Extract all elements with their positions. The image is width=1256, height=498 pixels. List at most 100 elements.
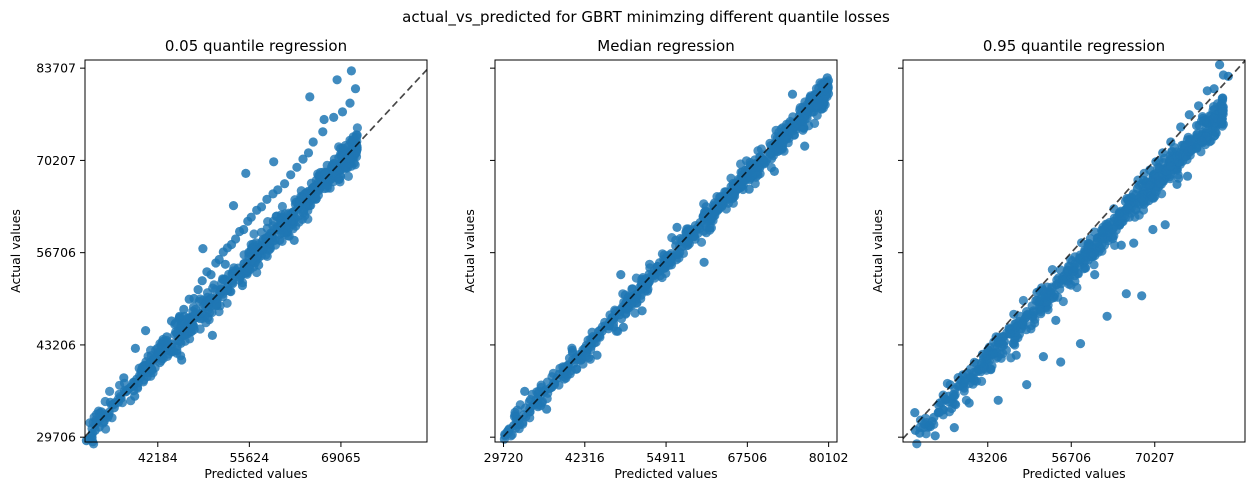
scatter-point [1126,192,1136,202]
scatter-point [162,332,172,342]
scatter-point [1092,237,1102,247]
scatter-point [224,269,234,279]
scatter-point [351,147,361,157]
scatter-point [938,405,948,415]
scatter-point [969,357,980,367]
scatter-point [220,259,230,269]
scatter-point [611,326,621,336]
scatter-point [119,373,129,383]
x-tick-label: 55624 [229,450,269,465]
scatter-point [585,339,596,349]
scatter-point [736,159,746,169]
scatter-point [699,257,709,267]
chart-title: 0.05 quantile regression [165,37,347,55]
scatter-point [1129,238,1139,248]
scatter-point [273,185,283,195]
scatter-point [305,92,315,102]
scatter-point [1103,222,1113,232]
scatter-point [819,86,829,96]
scatter-point [1017,319,1027,329]
scatter-point [1121,289,1131,299]
scatter-point [1172,179,1182,189]
scatter-point [1158,148,1168,158]
scatter-point [279,228,289,238]
scatter-point [747,170,757,181]
scatter-point [999,336,1010,347]
scatter-point [812,110,822,120]
y-tick-label: 43206 [36,337,76,352]
scatter-point [616,270,626,280]
scatter-point [966,373,976,383]
scatter-point [542,393,552,404]
scatter-point [252,267,262,278]
scatter-point [671,249,681,259]
scatter-point [1005,329,1015,339]
scatter-point [343,171,353,181]
scatter-point [728,178,738,189]
scatter-point [1110,240,1120,250]
scatter-point [172,348,182,358]
scatter-point [254,260,264,270]
scatter-point [1193,129,1203,139]
scatter-point [203,313,213,323]
scatter-point [1217,114,1227,124]
scatter-point [130,343,140,353]
scatter-point [1116,240,1126,250]
scatter-point [1176,122,1186,132]
scatter-point [222,285,232,295]
scatter-point [334,174,344,184]
scatter-point [256,202,267,212]
scatter-point [1018,295,1028,306]
scatter-point [1202,118,1212,128]
scatter-point [1080,263,1091,273]
scatter-point [964,398,974,408]
scatter-point [915,428,925,438]
scatter-point [1148,224,1158,235]
scatter-point [1147,193,1158,203]
scatter-point [198,244,208,254]
scatter-point [1166,161,1176,171]
scatter-point [1139,175,1149,185]
scatter-point [769,166,780,176]
scatter-point [530,399,540,409]
scatter-point [1009,309,1019,319]
scatter-point [319,114,329,125]
scatter-point [1077,238,1087,248]
scatter-point [672,222,682,232]
scatter-point [712,206,722,216]
scatter-point [1053,292,1063,302]
scatter-point [268,216,279,226]
scatter-point [193,285,203,295]
scatter-point [1194,101,1204,111]
scatter-points [499,73,834,444]
scatter-point [241,168,251,178]
scatter-point [744,184,754,194]
scatter-point [1137,291,1147,301]
scatter-point [630,308,640,318]
axes-frame [84,59,428,443]
scatter-point [1036,307,1046,317]
scatter-point [207,330,217,340]
scatter-point [803,107,813,117]
scatter-point [569,358,579,368]
scatter-point [1192,143,1202,153]
scatter-point [243,266,253,276]
x-axis-label: Predicted values [614,466,717,481]
scatter-points [910,60,1233,449]
scatter-point [298,154,308,164]
scatter-point [222,298,232,308]
scatter-point [1051,315,1061,325]
scatter-point [269,157,279,167]
scatter-point [1109,216,1119,226]
scatter-point [1157,189,1167,199]
scatter-point [729,188,740,198]
scatter-point [949,391,959,401]
scatter-point [214,307,224,317]
scatter-point [212,299,222,309]
scatter-point [321,168,331,178]
scatter-point [100,396,110,407]
scatter-point [567,345,578,355]
scatter-point [197,276,207,286]
scatter-point [930,431,940,441]
reference-line [902,60,1246,440]
